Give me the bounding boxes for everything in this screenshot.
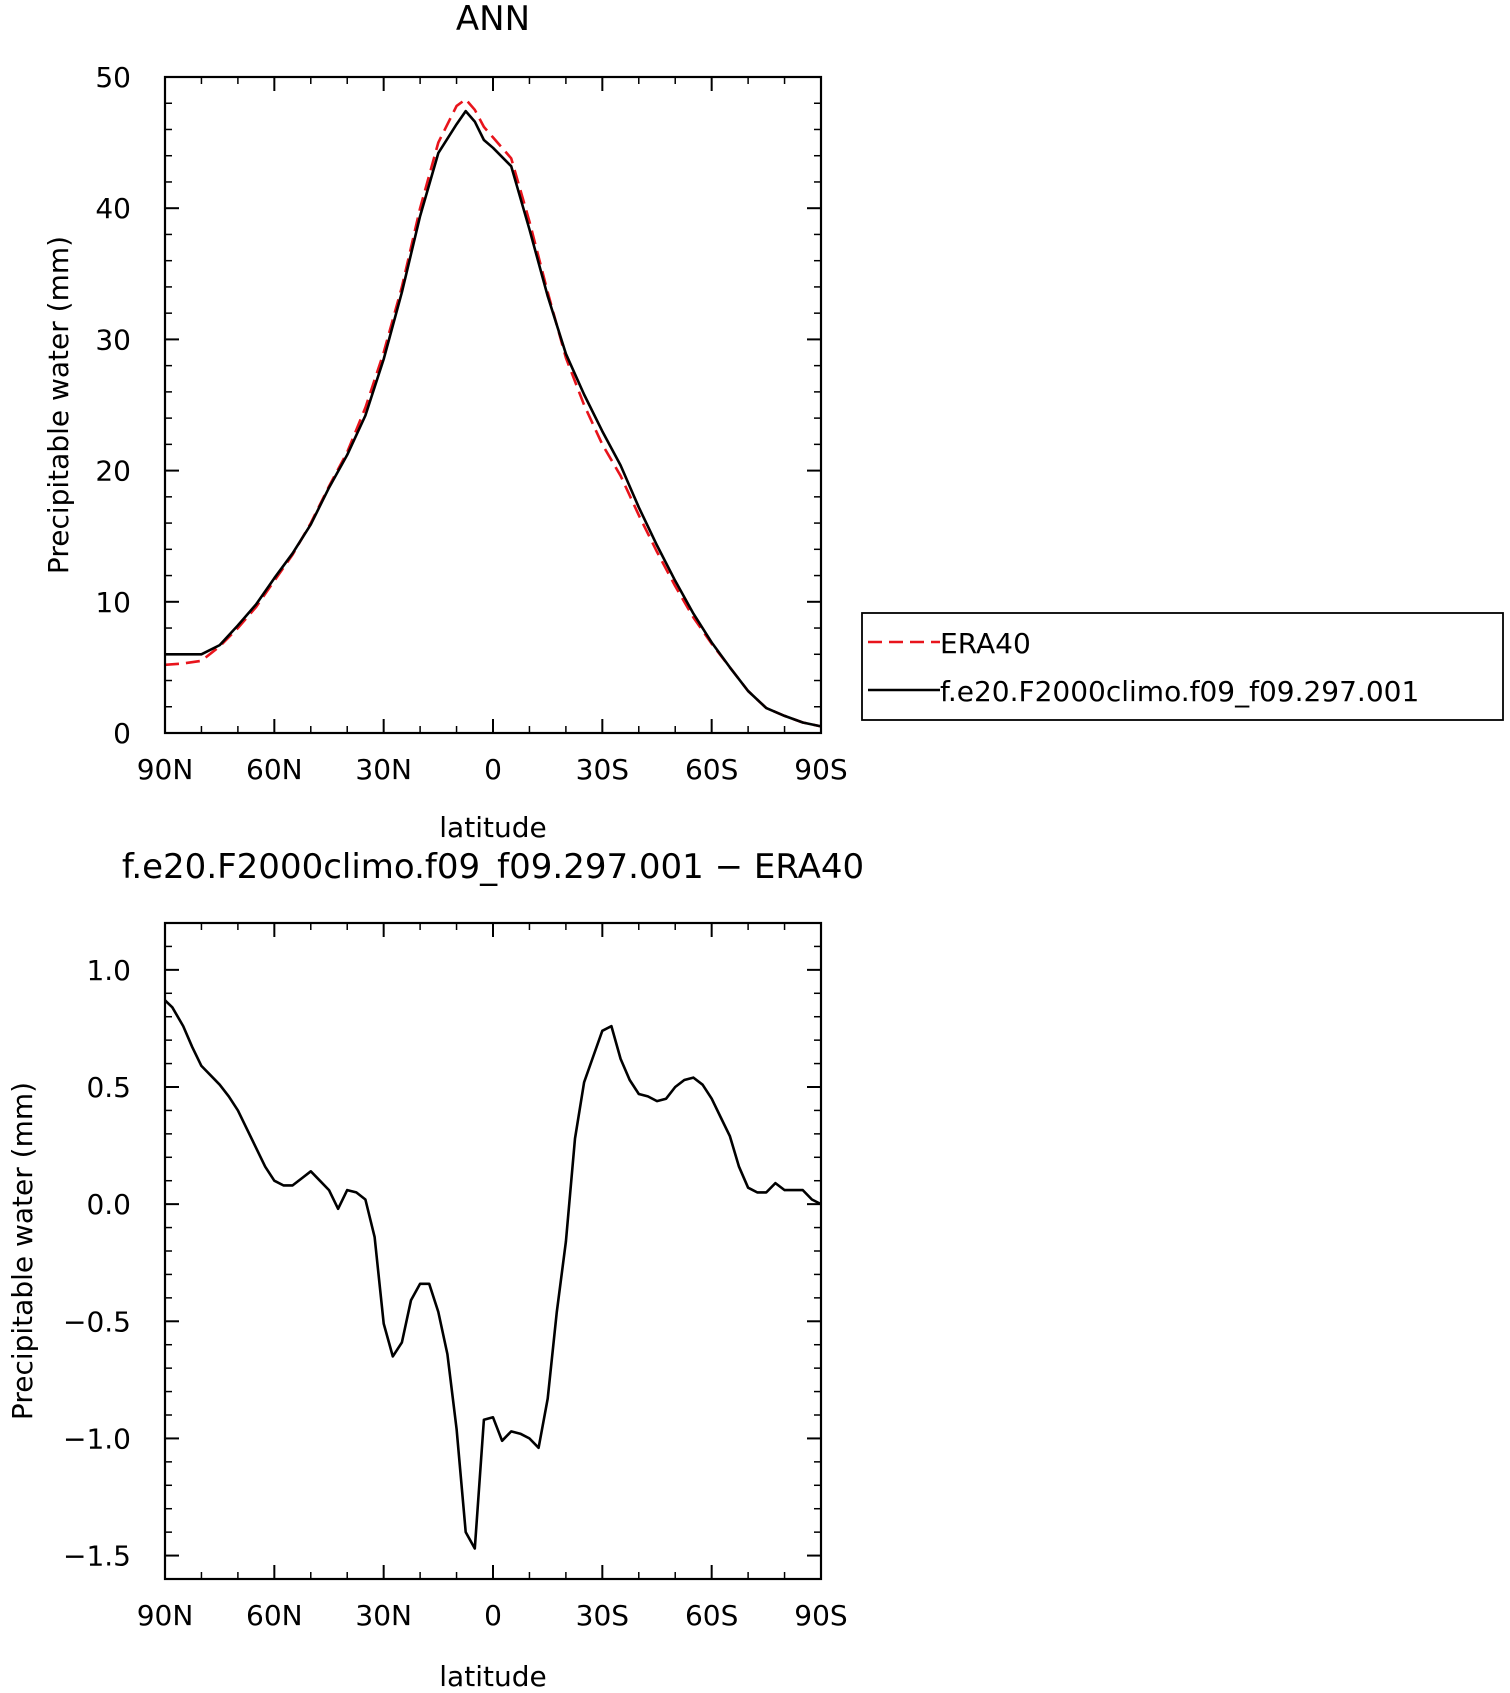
bottom-x-axis-label: latitude: [439, 1660, 546, 1693]
legend-box: [861, 612, 1504, 721]
top-chart-title: ANN: [456, 0, 530, 39]
top-y-tick-label: 10: [95, 586, 131, 619]
bottom-x-tick-label: 90N: [137, 1599, 194, 1632]
top-x-tick-label: 60S: [685, 753, 738, 786]
top-x-tick-label: 30N: [355, 753, 412, 786]
top-y-tick-label: 30: [95, 323, 131, 356]
bottom-x-tick-label: 90S: [794, 1599, 847, 1632]
bottom-x-tick-label: 30N: [355, 1599, 412, 1632]
top-y-tick-label: 20: [95, 455, 131, 488]
bottom-y-tick-label: 0.0: [86, 1188, 131, 1221]
top-x-tick-label: 30S: [576, 753, 629, 786]
legend-label-era40: ERA40: [940, 627, 1031, 660]
bottom-x-tick-label: 60S: [685, 1599, 738, 1632]
bottom-x-tick-label: 0: [484, 1599, 502, 1632]
bottom-plot-frame: [163, 921, 823, 1581]
bottom-y-tick-label: −1.5: [63, 1540, 131, 1573]
top-plot-frame: [163, 75, 823, 735]
bottom-x-tick-label: 30S: [576, 1599, 629, 1632]
bottom-panel: f.e20.F2000climo.f09_f09.297.001 − ERA40…: [6, 847, 864, 1693]
top-y-tick-label: 40: [95, 192, 131, 225]
bottom-y-tick-label: −0.5: [63, 1305, 131, 1338]
bottom-x-tick-label: 60N: [246, 1599, 303, 1632]
top-y-tick-label: 50: [95, 61, 131, 94]
bottom-series-line-0: [164, 999, 822, 1550]
top-x-axis-label: latitude: [439, 811, 546, 844]
top-panel: ANN 90N 60N 30N 0 30S 60S 90S 0 10 20 30 40 50 latit…: [42, 0, 1504, 844]
top-x-tick-label: 90N: [137, 753, 194, 786]
top-x-tick-label: 90S: [794, 753, 847, 786]
bottom-y-tick-label: 1.0: [86, 954, 131, 987]
legend-label-model: f.e20.F2000climo.f09_f09.297.001: [940, 675, 1419, 708]
bottom-chart-title: f.e20.F2000climo.f09_f09.297.001 − ERA40: [122, 847, 864, 887]
top-x-tick-label: 60N: [246, 753, 303, 786]
top-series-line-0: [164, 98, 822, 728]
top-x-tick-label: 0: [484, 753, 502, 786]
top-y-tick-label: 0: [113, 717, 131, 750]
top-y-axis-label: Precipitable water (mm): [42, 236, 75, 574]
bottom-y-tick-label: 0.5: [86, 1071, 131, 1104]
bottom-y-tick-label: −1.0: [63, 1422, 131, 1455]
top-series-line-1: [165, 109, 822, 728]
bottom-y-axis-label: Precipitable water (mm): [6, 1082, 39, 1420]
legend: ERA40 f.e20.F2000climo.f09_f09.297.001: [861, 612, 1504, 721]
